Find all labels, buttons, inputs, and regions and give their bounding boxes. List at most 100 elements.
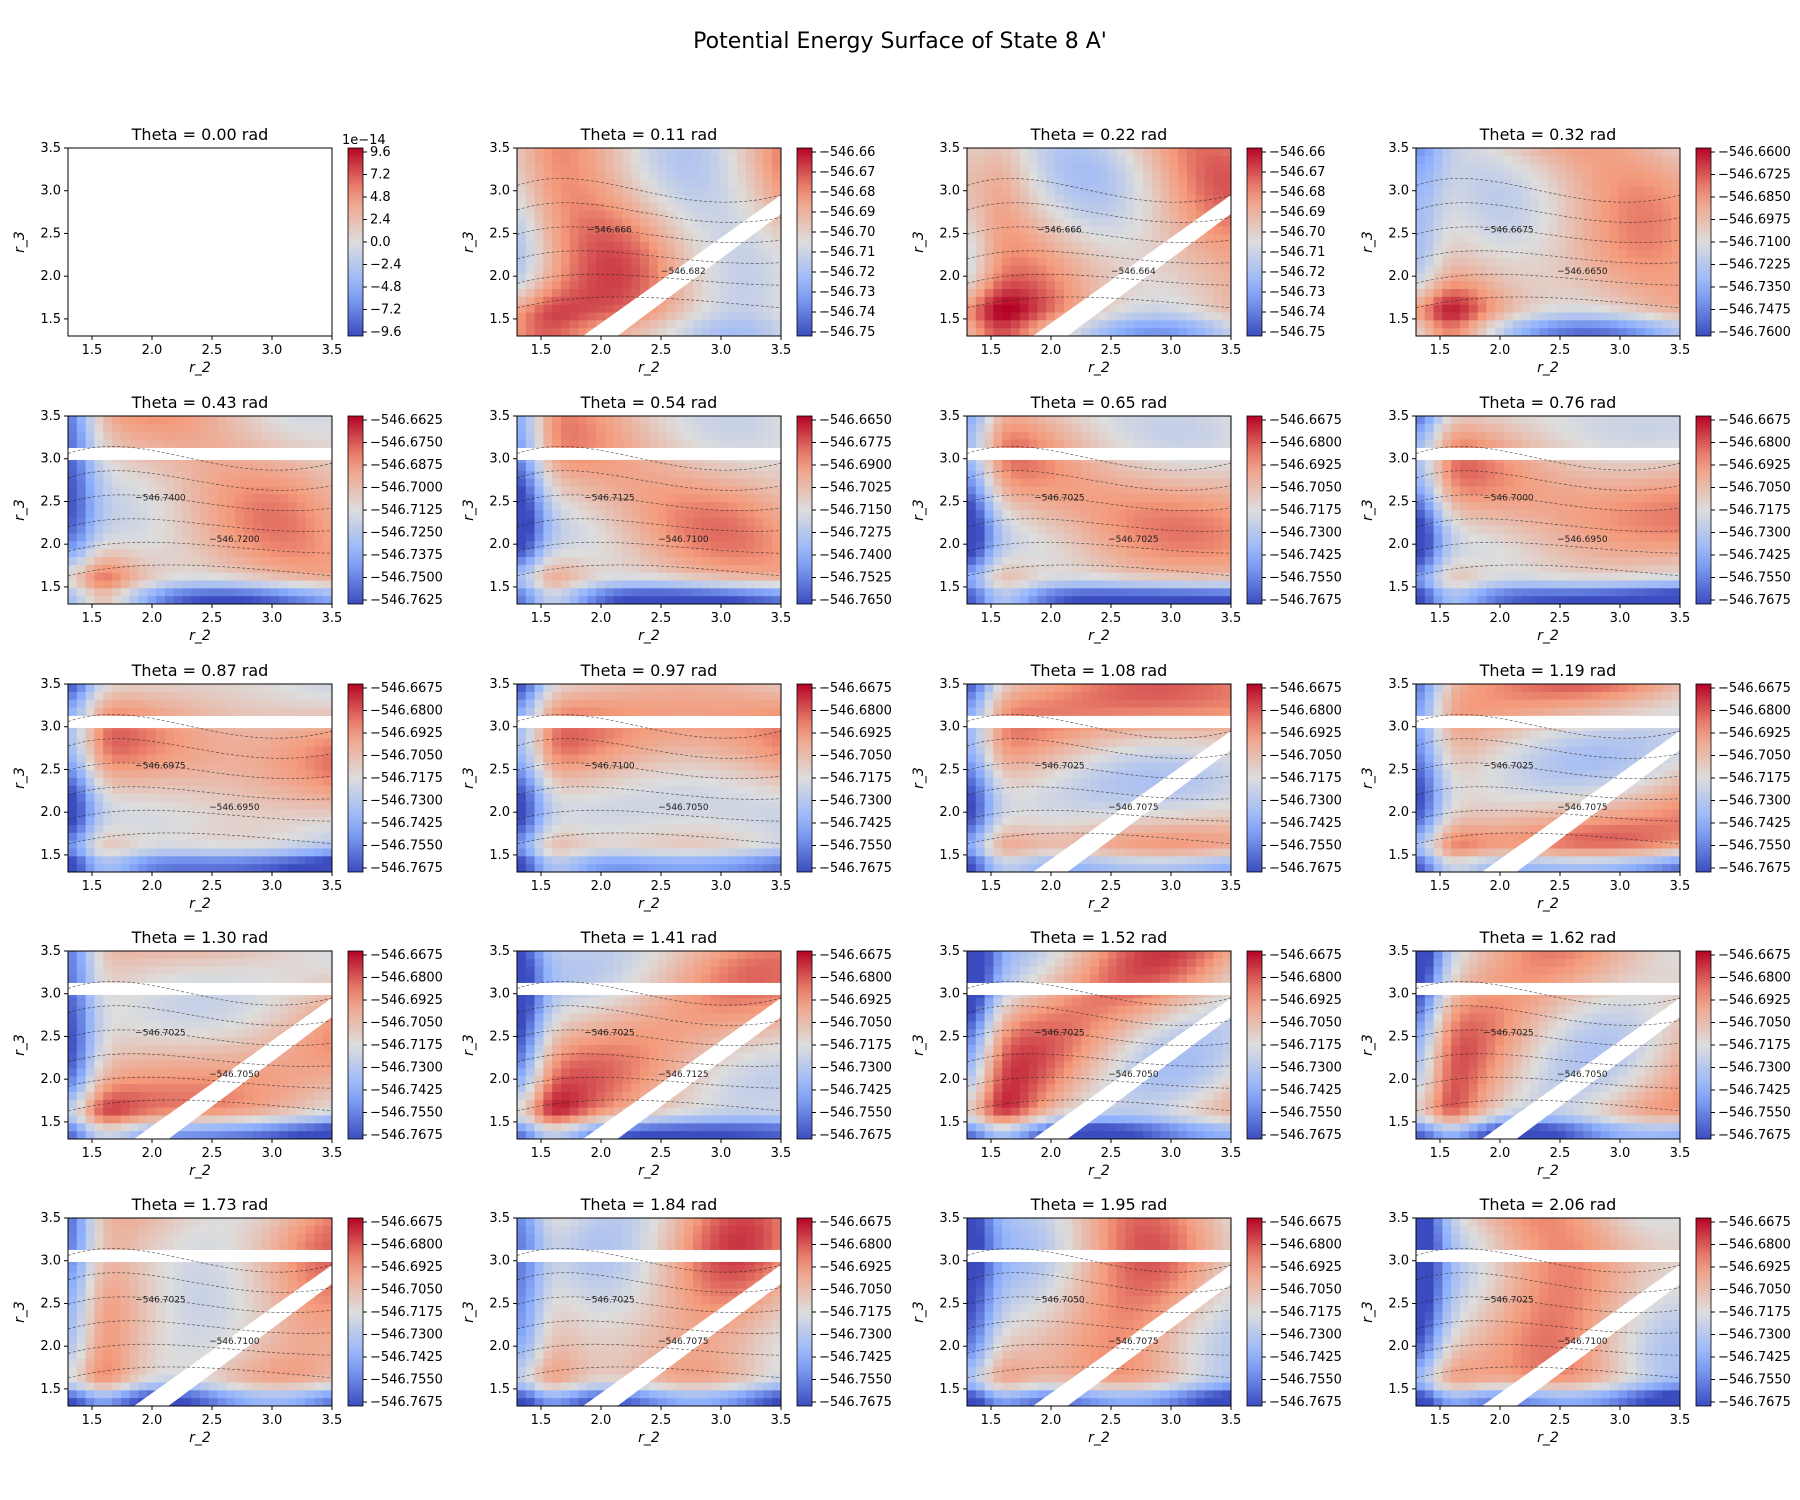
panel-title: Theta = 0.43 rad — [131, 393, 269, 412]
y-tick-label: 3.0 — [40, 184, 61, 199]
panel-title: Theta = 0.32 rad — [1479, 125, 1617, 144]
y-tick-label: 1.5 — [939, 1115, 960, 1130]
x-axis-label: r_2 — [1088, 1163, 1110, 1179]
contour-label: −546.7050 — [209, 1070, 260, 1080]
subplot-panel: −546.7025 −546.7025 Theta = 0.65 rad 1.5 2.0… — [911, 393, 1342, 644]
contour-label: −546.664 — [1111, 267, 1156, 277]
contour-label: −546.7025 — [1108, 535, 1158, 545]
contour-label: −546.7075 — [1108, 1337, 1158, 1347]
x-tick-label: 1.5 — [981, 1146, 1002, 1161]
contour-label: −546.666 — [1037, 226, 1082, 236]
contour-label: −546.6650 — [1557, 267, 1608, 277]
y-axis-label: r_3 — [12, 767, 28, 789]
x-tick-label: 3.0 — [1161, 1146, 1182, 1161]
y-axis-label: r_3 — [12, 1301, 28, 1323]
x-tick-label: 1.5 — [82, 879, 103, 894]
y-tick-label: 3.0 — [1388, 720, 1409, 735]
colorbar-tick-label: −546.7550 — [370, 839, 443, 854]
colorbar-tick-label: −546.7050 — [819, 749, 892, 764]
colorbar-tick-label: −546.7125 — [370, 503, 443, 518]
plot-frame — [1415, 1217, 1681, 1407]
contour-field: −546.7025 −546.7050 — [1416, 951, 1680, 1139]
subplot-panel: −546.7050 −546.7075 Theta = 1.95 rad 1.5 2.0… — [911, 1195, 1342, 1446]
x-tick-label: 2.0 — [142, 611, 163, 626]
y-tick-label: 1.5 — [40, 580, 61, 595]
subplot-panel: −546.6675 −546.6650 Theta = 0.32 rad 1.5 2.0… — [1360, 125, 1791, 376]
y-tick-label: 2.0 — [489, 269, 510, 284]
colorbar-tick-label: −546.67 — [1269, 165, 1325, 180]
colorbar-tick-label: −546.7600 — [1718, 325, 1791, 340]
colorbar-tick-label: −546.7225 — [1718, 258, 1791, 273]
x-tick-label: 3.0 — [1161, 1413, 1182, 1428]
y-axis-label: r_3 — [1360, 767, 1376, 789]
y-tick-label: 2.5 — [939, 494, 960, 509]
y-tick-label: 1.5 — [489, 848, 510, 863]
y-axis-label: r_3 — [461, 231, 477, 253]
colorbar-tick-label: −546.6675 — [1718, 948, 1791, 963]
y-tick-label: 3.0 — [939, 1254, 960, 1269]
plot-frame — [516, 683, 782, 873]
colorbar-tick-label: −546.7025 — [819, 481, 892, 496]
panel-title: Theta = 1.95 rad — [1030, 1195, 1168, 1214]
y-tick-label: 1.5 — [939, 580, 960, 595]
x-tick-label: 2.5 — [1101, 343, 1122, 358]
colorbar-tick-label: −546.7275 — [819, 526, 892, 541]
contour-label: −546.7075 — [1108, 803, 1158, 813]
x-tick-label: 2.5 — [1550, 343, 1571, 358]
colorbar-tick-label: −546.7550 — [1269, 1106, 1342, 1121]
y-tick-label: 2.0 — [1388, 269, 1409, 284]
x-axis-label: r_2 — [638, 628, 660, 644]
contour-label: −546.6975 — [135, 762, 185, 772]
colorbar-tick-label: −546.6925 — [1269, 726, 1342, 741]
x-tick-label: 3.5 — [771, 879, 792, 894]
x-tick-label: 3.0 — [1161, 343, 1182, 358]
contour-field: −546.7125 −546.7100 — [517, 416, 781, 604]
colorbar-tick-label: −546.6800 — [1718, 436, 1791, 451]
x-axis-label: r_2 — [1088, 1430, 1110, 1446]
colorbar-tick-label: −546.7675 — [1269, 593, 1342, 608]
colorbar-tick-label: −546.7550 — [1269, 839, 1342, 854]
subplot-panel: −546.6975 −546.6950 Theta = 0.87 rad 1.5 2.0… — [12, 661, 443, 912]
contour-label: −546.682 — [661, 267, 706, 277]
plot-frame — [966, 415, 1232, 605]
colorbar-tick-label: −546.7300 — [1269, 1061, 1342, 1076]
colorbar-tick-label: −546.7100 — [1718, 235, 1791, 250]
colorbar-tick-label: −546.6675 — [1718, 1215, 1791, 1230]
colorbar-tick-label: −546.7050 — [1718, 749, 1791, 764]
colorbar-tick-label: −546.6675 — [819, 1215, 892, 1230]
colorbar-tick-label: −546.6675 — [1269, 1215, 1342, 1230]
x-axis-label: r_2 — [189, 628, 211, 644]
colorbar-tick-label: −546.74 — [1269, 305, 1325, 320]
colorbar-tick-label: −546.6800 — [819, 971, 892, 986]
colorbar-tick-label: −546.70 — [819, 225, 875, 240]
colorbar — [796, 415, 813, 605]
colorbar — [1695, 147, 1712, 337]
colorbar-tick-label: −546.7425 — [1269, 1083, 1342, 1098]
x-tick-label: 2.0 — [1490, 343, 1511, 358]
y-tick-label: 3.0 — [939, 720, 960, 735]
y-tick-label: 2.0 — [40, 269, 61, 284]
colorbar-tick-label: −546.6925 — [1269, 458, 1342, 473]
x-axis-label: r_2 — [1088, 628, 1110, 644]
x-tick-label: 2.0 — [591, 343, 612, 358]
colorbar-tick-label: −546.6800 — [819, 704, 892, 719]
y-tick-label: 2.5 — [489, 226, 510, 241]
colorbar-tick-label: −546.6800 — [370, 1238, 443, 1253]
colorbar-tick-label: −546.7050 — [370, 1283, 443, 1298]
colorbar-tick-label: −546.7550 — [1718, 571, 1791, 586]
y-tick-label: 2.5 — [939, 226, 960, 241]
x-tick-label: 3.5 — [771, 343, 792, 358]
colorbar-tick-label: −546.72 — [1269, 265, 1325, 280]
y-tick-label: 2.0 — [40, 1339, 61, 1354]
y-tick-label: 3.0 — [939, 452, 960, 467]
contour-label: −546.7050 — [1108, 1070, 1159, 1080]
colorbar-tick-label: −546.73 — [819, 285, 875, 300]
contour-field: −546.7025 −546.7125 — [517, 951, 781, 1139]
y-tick-label: 2.5 — [939, 1029, 960, 1044]
y-axis-label: r_3 — [1360, 1301, 1376, 1323]
colorbar-tick-label: −546.7675 — [1718, 1395, 1791, 1410]
x-axis-label: r_2 — [1088, 896, 1110, 912]
y-tick-label: 3.0 — [489, 184, 510, 199]
y-tick-label: 1.5 — [1388, 312, 1409, 327]
panel-title: Theta = 1.41 rad — [580, 928, 718, 947]
